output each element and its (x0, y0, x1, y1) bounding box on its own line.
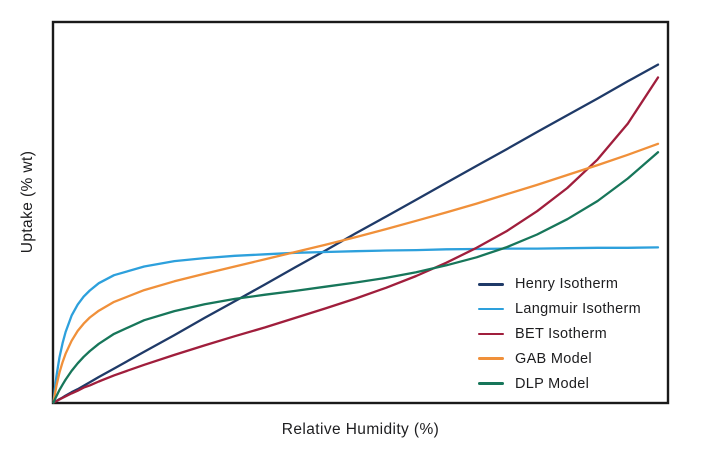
legend-label: GAB Model (515, 350, 592, 367)
curve-dlp-model (52, 151, 660, 404)
curve-gab-model (52, 142, 660, 404)
legend-item-dlp: DLP Model (478, 371, 641, 396)
legend-line-swatch (478, 307, 504, 311)
legend: Henry Isotherm Langmuir Isotherm BET Iso… (478, 272, 641, 396)
legend-label: BET Isotherm (515, 325, 607, 342)
curve-bet-isotherm (52, 76, 660, 404)
legend-line-swatch (478, 357, 504, 361)
legend-label: DLP Model (515, 375, 590, 392)
legend-item-langmuir: Langmuir Isotherm (478, 297, 641, 322)
curve-langmuir-isotherm (52, 246, 660, 404)
legend-line-swatch (478, 382, 504, 385)
legend-label: Henry Isotherm (515, 276, 619, 293)
legend-item-henry: Henry Isotherm (478, 272, 641, 297)
legend-line-swatch (478, 283, 504, 286)
legend-item-gab: GAB Model (478, 346, 641, 371)
x-axis-label: Relative Humidity (%) (281, 421, 440, 438)
legend-label: Langmuir Isotherm (515, 301, 641, 318)
y-axis-label: Uptake (% wt) (19, 150, 36, 254)
legend-item-bet: BET Isotherm (478, 322, 641, 347)
legend-line-swatch (478, 332, 504, 336)
plot-border (51, 20, 670, 405)
